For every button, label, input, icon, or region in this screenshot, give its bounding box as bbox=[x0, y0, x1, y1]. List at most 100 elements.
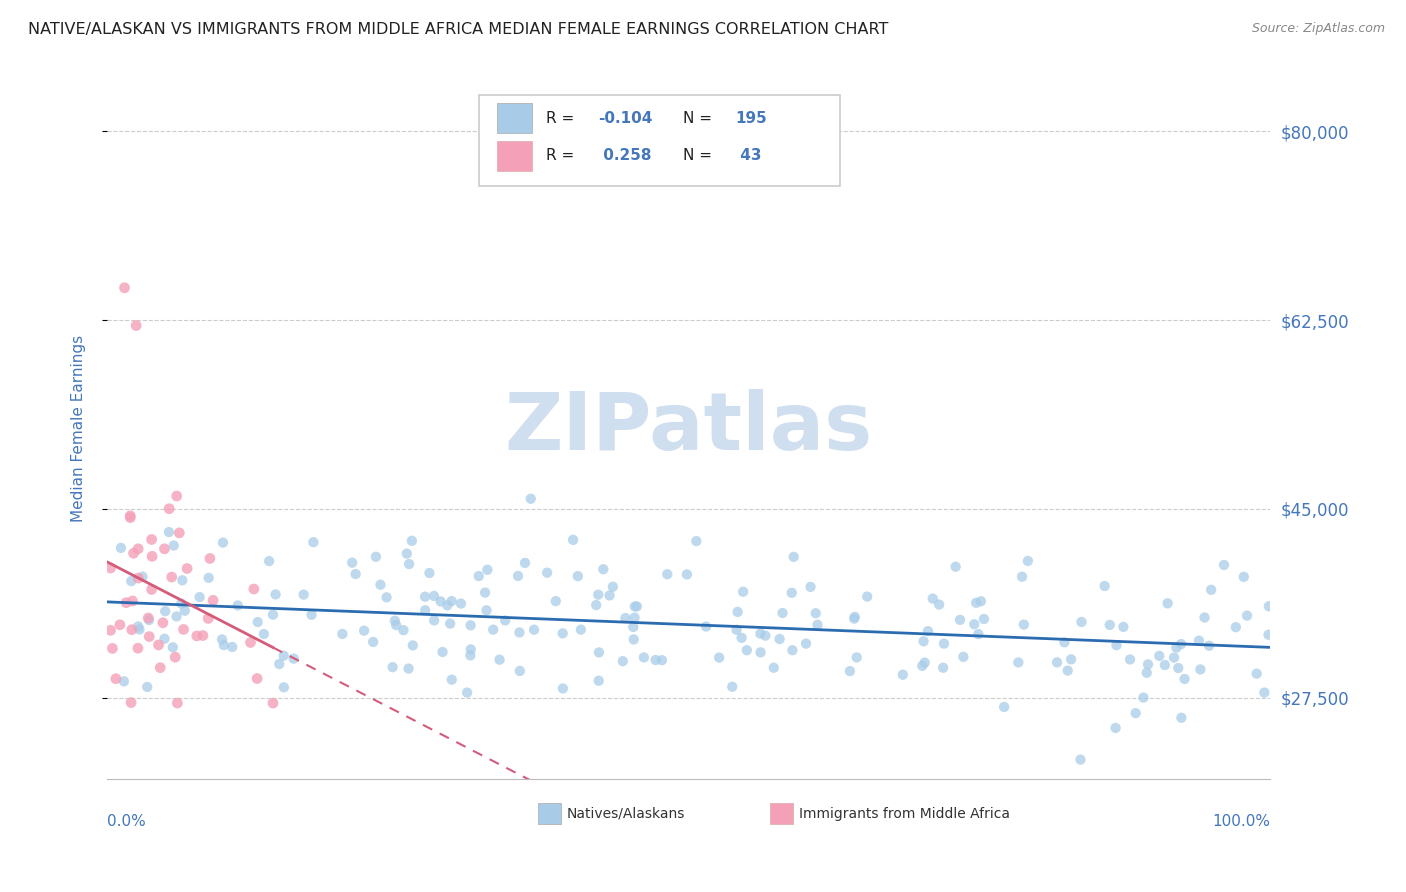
Point bbox=[198, 551, 221, 566]
Point bbox=[1069, 753, 1091, 767]
Point bbox=[772, 606, 794, 620]
Point bbox=[1246, 666, 1268, 681]
Point bbox=[945, 559, 967, 574]
Point bbox=[149, 660, 172, 674]
Point bbox=[513, 556, 536, 570]
Point bbox=[1137, 657, 1160, 672]
Point bbox=[1011, 570, 1033, 584]
Point bbox=[612, 654, 634, 668]
Point bbox=[120, 574, 142, 588]
Point bbox=[508, 625, 530, 640]
Point bbox=[141, 549, 163, 564]
Bar bbox=[770, 803, 793, 824]
Point bbox=[1225, 620, 1247, 634]
Point bbox=[856, 590, 879, 604]
Point bbox=[624, 599, 647, 614]
Point bbox=[273, 648, 295, 663]
Point bbox=[952, 649, 974, 664]
Point bbox=[166, 696, 188, 710]
Point bbox=[283, 651, 305, 665]
Point bbox=[1056, 664, 1078, 678]
Point bbox=[844, 610, 866, 624]
Point bbox=[364, 549, 387, 564]
Point bbox=[1257, 628, 1279, 642]
Point bbox=[891, 667, 914, 681]
Point bbox=[127, 571, 149, 585]
Point bbox=[1170, 711, 1192, 725]
Point bbox=[676, 567, 699, 582]
Point bbox=[475, 603, 498, 617]
Point bbox=[1136, 665, 1159, 680]
Point bbox=[1257, 599, 1279, 614]
Point bbox=[122, 546, 145, 560]
Point bbox=[120, 696, 142, 710]
Point bbox=[749, 645, 772, 659]
Point bbox=[423, 613, 446, 627]
FancyBboxPatch shape bbox=[479, 95, 839, 186]
Point bbox=[794, 637, 817, 651]
Point bbox=[460, 648, 482, 663]
Text: R =: R = bbox=[546, 111, 579, 126]
Point bbox=[246, 615, 269, 629]
Point bbox=[361, 635, 384, 649]
Point bbox=[733, 584, 755, 599]
Point bbox=[375, 591, 398, 605]
Point bbox=[844, 612, 866, 626]
Point bbox=[1233, 570, 1256, 584]
Point bbox=[651, 653, 673, 667]
Point bbox=[657, 567, 679, 582]
Point bbox=[949, 613, 972, 627]
Point bbox=[1188, 633, 1211, 648]
Point bbox=[436, 599, 458, 613]
Point bbox=[912, 634, 935, 648]
Y-axis label: Median Female Earnings: Median Female Earnings bbox=[72, 334, 86, 522]
Point bbox=[153, 632, 176, 646]
Point bbox=[131, 569, 153, 583]
Point bbox=[212, 638, 235, 652]
Point bbox=[839, 664, 862, 678]
Point bbox=[273, 681, 295, 695]
Point bbox=[292, 588, 315, 602]
Point bbox=[110, 541, 132, 555]
Point bbox=[780, 586, 803, 600]
Point bbox=[551, 626, 574, 640]
Point bbox=[1189, 662, 1212, 676]
Point bbox=[138, 613, 160, 627]
Point bbox=[162, 640, 184, 655]
Point bbox=[804, 606, 827, 620]
Point bbox=[344, 567, 367, 582]
Point bbox=[384, 614, 406, 628]
Point bbox=[128, 623, 150, 637]
Point bbox=[782, 643, 804, 657]
Point bbox=[402, 639, 425, 653]
Point bbox=[519, 491, 541, 506]
Point bbox=[754, 629, 776, 643]
Point bbox=[725, 623, 748, 637]
Point bbox=[1163, 650, 1185, 665]
Point bbox=[173, 604, 195, 618]
Point bbox=[340, 556, 363, 570]
Point bbox=[127, 541, 149, 556]
Point bbox=[721, 680, 744, 694]
Point bbox=[423, 589, 446, 603]
Point bbox=[120, 510, 142, 524]
Point bbox=[176, 561, 198, 575]
Point bbox=[592, 562, 614, 576]
Text: 0.0%: 0.0% bbox=[107, 814, 146, 829]
Point bbox=[115, 596, 138, 610]
Bar bbox=[496, 141, 531, 170]
Text: Source: ZipAtlas.com: Source: ZipAtlas.com bbox=[1251, 22, 1385, 36]
Point bbox=[302, 535, 325, 549]
Point bbox=[170, 597, 193, 611]
Point bbox=[551, 681, 574, 696]
Point bbox=[108, 617, 131, 632]
Point bbox=[695, 619, 717, 633]
Point bbox=[928, 598, 950, 612]
Point bbox=[439, 616, 461, 631]
Point bbox=[799, 580, 821, 594]
Point bbox=[160, 570, 183, 584]
Point bbox=[188, 590, 211, 604]
Point bbox=[626, 599, 648, 614]
Point bbox=[100, 624, 122, 638]
Point bbox=[474, 585, 496, 599]
